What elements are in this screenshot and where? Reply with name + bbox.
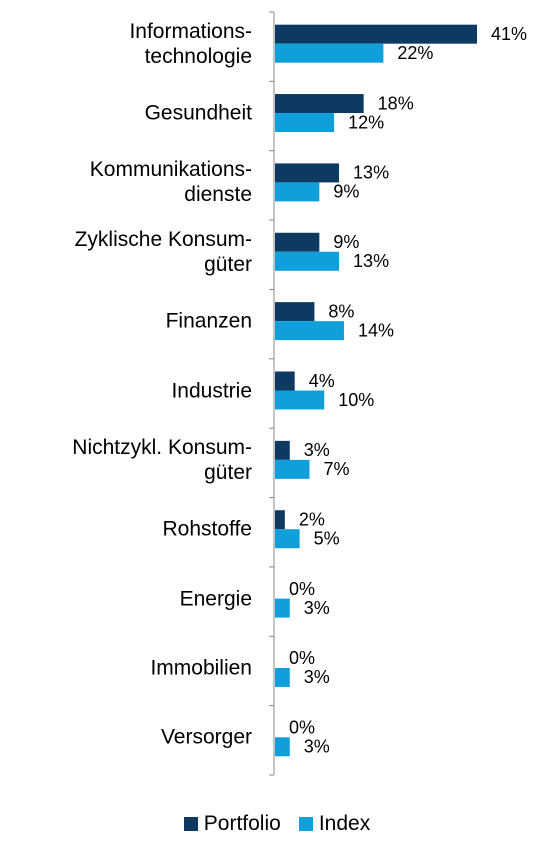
value-label: 10% (338, 390, 374, 410)
value-label: 13% (353, 163, 389, 183)
category-label: Zyklische Konsum- güter (74, 227, 252, 276)
value-label: 3% (304, 598, 330, 618)
value-label: 4% (309, 371, 335, 391)
bar (275, 113, 335, 133)
legend-swatch (183, 817, 198, 831)
category-label: Rohstoffe (162, 517, 252, 541)
bar (275, 737, 290, 757)
bar (275, 43, 384, 63)
value-label: 13% (353, 251, 389, 271)
value-label: 3% (304, 667, 330, 687)
value-label: 14% (358, 320, 394, 340)
value-label: 0% (289, 579, 315, 599)
value-label: 18% (378, 93, 414, 113)
bar (275, 440, 290, 460)
category-label: Gesundheit (144, 101, 252, 125)
legend-item: Portfolio (183, 812, 281, 836)
value-label: 0% (289, 718, 315, 738)
category-label: Kommunikations- dienste (89, 158, 252, 207)
value-label: 41% (491, 24, 527, 44)
legend-label: Portfolio (203, 812, 281, 835)
category-label: Nichtzykl. Konsum- güter (72, 435, 252, 484)
bar (275, 163, 340, 183)
bar (275, 321, 344, 341)
bar (275, 371, 295, 391)
value-label: 9% (333, 232, 359, 252)
value-label: 12% (348, 112, 384, 132)
value-label: 22% (397, 43, 433, 63)
category-label: Versorger (160, 725, 252, 749)
category-label: Immobilien (150, 656, 252, 680)
category-label: Informations- technologie (129, 19, 252, 68)
legend: Portfolio Index (0, 812, 554, 836)
bar (275, 232, 320, 252)
value-label: 0% (289, 648, 315, 668)
value-label: 2% (299, 509, 325, 529)
legend-item: Index (298, 812, 371, 836)
value-label: 9% (333, 182, 359, 202)
bar (275, 459, 310, 479)
bar (275, 94, 364, 114)
bar (275, 390, 325, 410)
bar (275, 251, 340, 271)
bar (275, 510, 285, 530)
value-label: 8% (328, 301, 354, 321)
legend-swatch (298, 817, 313, 831)
bar (275, 598, 290, 618)
category-label: Finanzen (165, 309, 252, 333)
bar (275, 667, 290, 687)
legend-label: Index (318, 812, 371, 835)
value-label: 3% (304, 737, 330, 757)
value-label: 7% (323, 459, 349, 479)
bar (275, 24, 477, 44)
bar (275, 529, 300, 549)
value-label: 5% (314, 528, 340, 548)
category-label: Energie (179, 587, 252, 611)
value-label: 3% (304, 440, 330, 460)
category-label: Industrie (171, 379, 252, 402)
bar (275, 302, 315, 322)
bar (275, 182, 320, 202)
